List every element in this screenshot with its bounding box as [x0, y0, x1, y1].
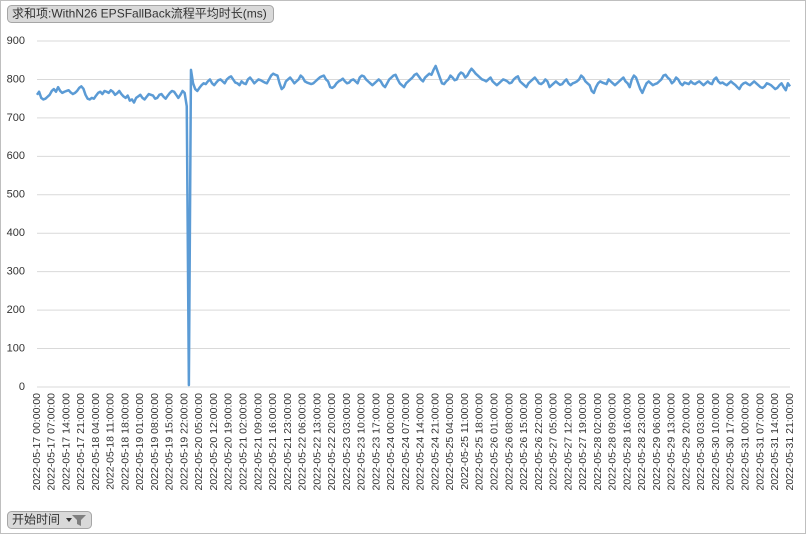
x-tick-label: 2022-05-17 14:00:00 — [60, 393, 72, 491]
y-tick-label: 700 — [7, 112, 25, 124]
y-tick-label: 200 — [7, 304, 25, 316]
x-tick-label: 2022-05-20 05:00:00 — [193, 393, 205, 491]
x-tick-label: 2022-05-27 19:00:00 — [577, 393, 589, 491]
x-tick-label: 2022-05-31 00:00:00 — [739, 393, 751, 491]
x-tick-label: 2022-05-23 10:00:00 — [356, 393, 368, 491]
x-tick-label: 2022-05-26 08:00:00 — [503, 393, 515, 491]
x-tick-label: 2022-05-26 22:00:00 — [533, 393, 545, 491]
x-tick-label: 2022-05-19 08:00:00 — [149, 393, 161, 491]
x-tick-label: 2022-05-28 09:00:00 — [607, 393, 619, 491]
x-tick-label: 2022-05-28 02:00:00 — [592, 393, 604, 491]
x-tick-label: 2022-05-31 14:00:00 — [769, 393, 781, 491]
x-tick-label: 2022-05-26 15:00:00 — [518, 393, 530, 491]
x-tick-label: 2022-05-20 12:00:00 — [208, 393, 220, 491]
x-tick-label: 2022-05-24 14:00:00 — [415, 393, 427, 491]
x-tick-label: 2022-05-31 07:00:00 — [754, 393, 766, 491]
x-tick-label: 2022-05-26 01:00:00 — [488, 393, 500, 491]
y-tick-label: 900 — [7, 35, 25, 47]
dropdown-arrow — [66, 518, 72, 522]
x-tick-label: 2022-05-27 05:00:00 — [548, 393, 560, 491]
x-tick-label: 2022-05-20 19:00:00 — [223, 393, 235, 491]
x-field-label: 开始时间 — [12, 513, 60, 527]
x-tick-label: 2022-05-31 21:00:00 — [784, 393, 796, 491]
x-tick-label: 2022-05-29 06:00:00 — [651, 393, 663, 491]
x-tick-label: 2022-05-19 15:00:00 — [164, 393, 176, 491]
x-tick-label: 2022-05-21 09:00:00 — [252, 393, 264, 491]
y-tick-label: 600 — [7, 150, 25, 162]
y-tick-label: 100 — [7, 342, 25, 354]
x-tick-label: 2022-05-22 13:00:00 — [311, 393, 323, 491]
x-tick-label: 2022-05-17 00:00:00 — [31, 393, 43, 491]
x-tick-label: 2022-05-18 04:00:00 — [90, 393, 102, 491]
x-tick-label: 2022-05-24 00:00:00 — [385, 393, 397, 491]
x-tick-label: 2022-05-17 21:00:00 — [75, 393, 87, 491]
x-tick-label: 2022-05-29 13:00:00 — [666, 393, 678, 491]
x-tick-label: 2022-05-30 17:00:00 — [725, 393, 737, 491]
x-tick-label: 2022-05-18 18:00:00 — [119, 393, 131, 491]
x-tick-label: 2022-05-22 06:00:00 — [297, 393, 309, 491]
y-tick-label: 300 — [7, 266, 25, 278]
x-tick-label: 2022-05-18 11:00:00 — [105, 393, 117, 490]
x-tick-label: 2022-05-30 10:00:00 — [710, 393, 722, 491]
x-tick-label: 2022-05-21 02:00:00 — [237, 393, 249, 491]
x-tick-label: 2022-05-17 07:00:00 — [46, 393, 58, 491]
x-tick-label: 2022-05-24 07:00:00 — [400, 393, 412, 491]
x-tick-label: 2022-05-23 17:00:00 — [370, 393, 382, 491]
x-tick-label: 2022-05-24 21:00:00 — [429, 393, 441, 491]
chart-title: 求和项:WithN26 EPSFallBack流程平均时长(ms) — [12, 6, 267, 21]
x-tick-label: 2022-05-28 16:00:00 — [621, 393, 633, 491]
x-tick-label: 2022-05-25 11:00:00 — [459, 393, 471, 490]
y-tick-label: 500 — [7, 189, 25, 201]
x-tick-label: 2022-05-27 12:00:00 — [562, 393, 574, 491]
x-tick-label: 2022-05-28 23:00:00 — [636, 393, 648, 491]
x-tick-label: 2022-05-23 03:00:00 — [341, 393, 353, 491]
x-tick-label: 2022-05-19 22:00:00 — [178, 393, 190, 491]
x-tick-label: 2022-05-25 18:00:00 — [474, 393, 486, 491]
y-tick-label: 400 — [7, 227, 25, 239]
y-tick-label: 800 — [7, 73, 25, 85]
x-tick-label: 2022-05-19 01:00:00 — [134, 393, 146, 491]
y-tick-label: 0 — [19, 381, 25, 393]
series-line — [35, 64, 792, 387]
field-button[interactable] — [7, 511, 92, 529]
title-button[interactable] — [7, 5, 274, 23]
x-tick-label: 2022-05-29 20:00:00 — [680, 393, 692, 491]
filter-icon — [72, 515, 86, 526]
x-tick-label: 2022-05-22 20:00:00 — [326, 393, 338, 491]
x-tick-label: 2022-05-30 03:00:00 — [695, 393, 707, 491]
x-tick-label: 2022-05-21 23:00:00 — [282, 393, 294, 491]
x-tick-label: 2022-05-25 04:00:00 — [444, 393, 456, 491]
x-tick-label: 2022-05-21 16:00:00 — [267, 393, 279, 491]
